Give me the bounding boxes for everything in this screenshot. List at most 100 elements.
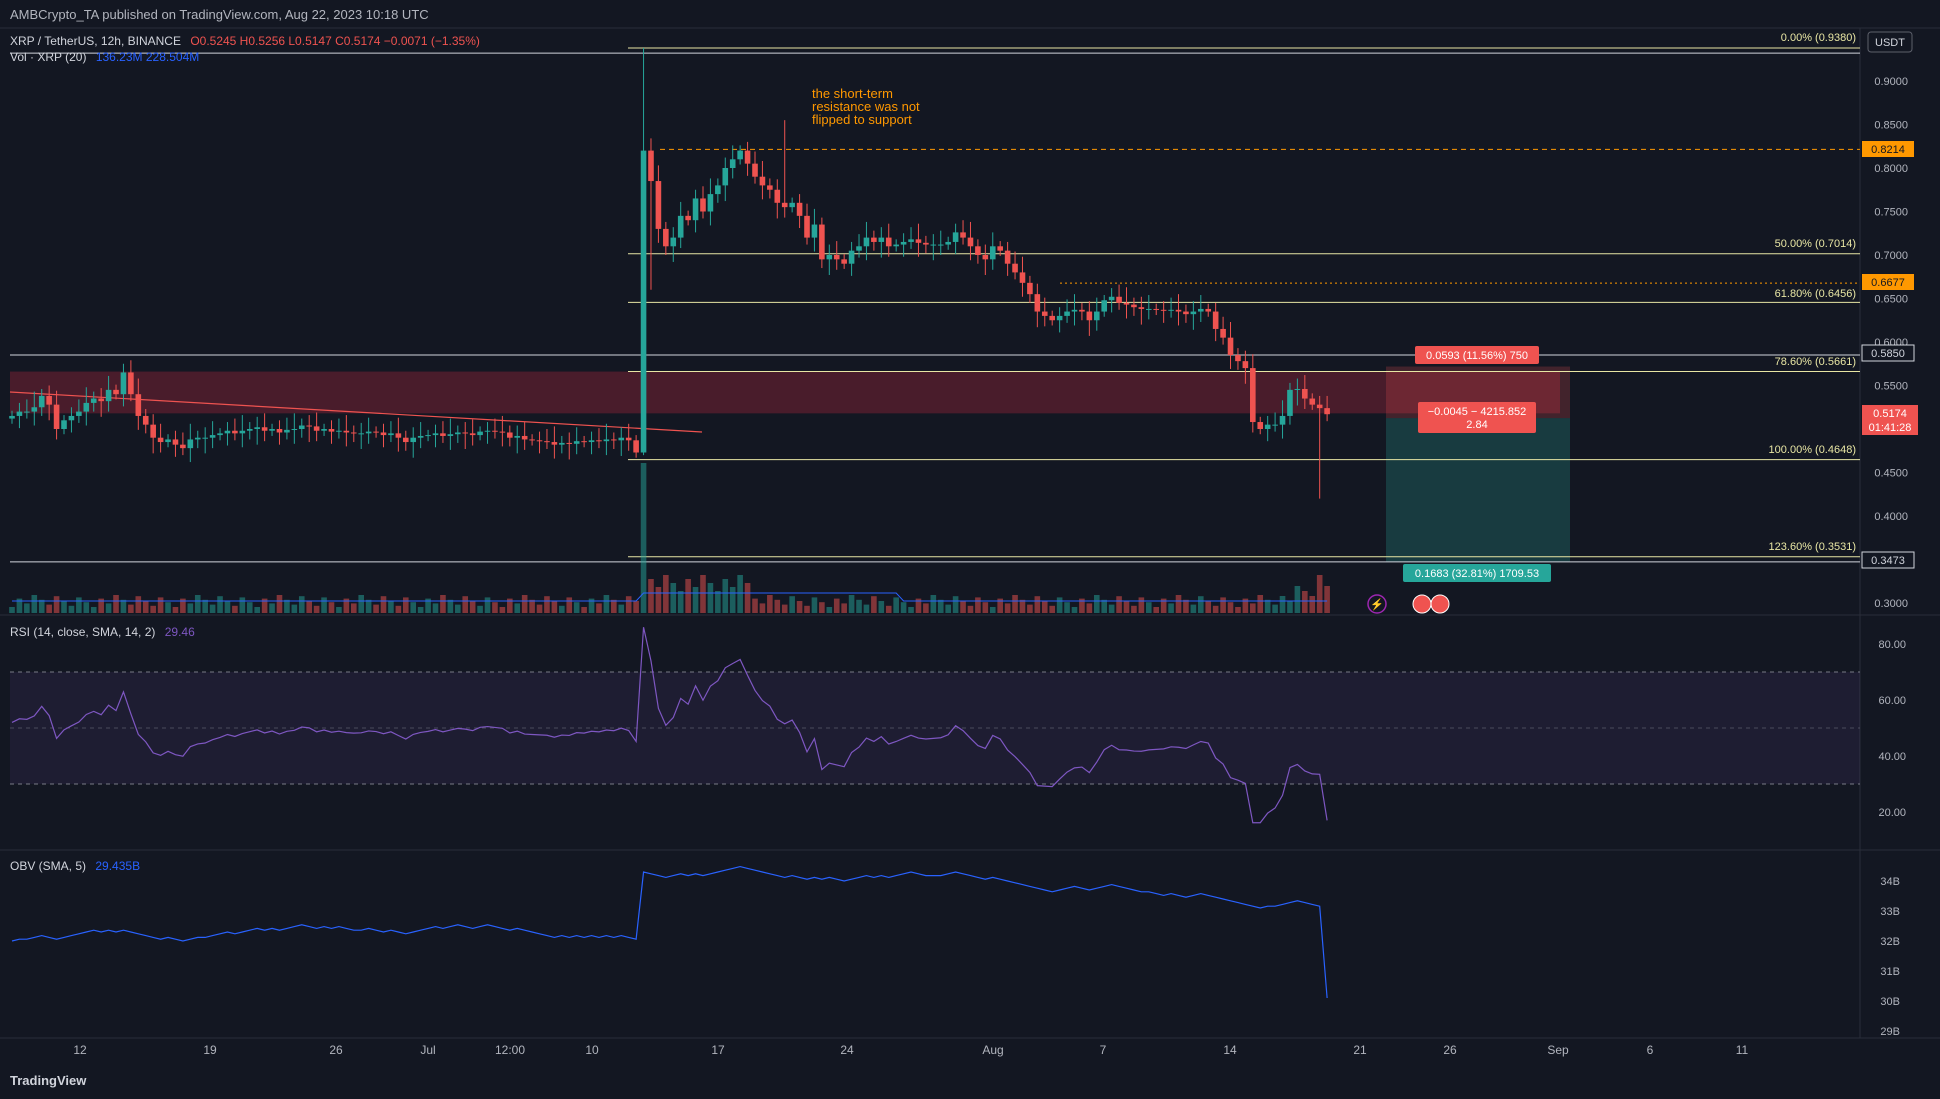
volume-bar-155	[1160, 598, 1167, 613]
volume-bar-31	[239, 597, 246, 613]
obv-tick-1: 33B	[1880, 906, 1900, 918]
volume-bar-175	[1309, 596, 1316, 613]
volume-bar-21	[165, 602, 171, 613]
candle-body-96	[722, 168, 729, 186]
volume-bar-163	[1220, 597, 1226, 613]
rsi-legend[interactable]: RSI (14, close, SMA, 14, 2) 29.46	[10, 625, 195, 639]
tradingview-logo[interactable]: TradingView	[10, 1073, 87, 1088]
trading-chart[interactable]: the short-term resistance was not flippe…	[0, 0, 1940, 1066]
candle-body-72	[544, 441, 550, 443]
volume-bar-17	[135, 596, 142, 613]
candle-body-108	[811, 224, 818, 238]
rsi-tick-3: 20.00	[1878, 807, 1906, 819]
volume-bar-45	[343, 598, 350, 613]
volume-bar-176	[1316, 575, 1323, 613]
candle-body-176	[1316, 404, 1323, 409]
target-zone[interactable]	[1386, 418, 1570, 562]
volume-bar-121	[908, 607, 914, 613]
volume-bar-98	[737, 575, 743, 613]
volume-bar-161	[1205, 601, 1212, 613]
candle-body-177	[1324, 408, 1330, 415]
candle-body-132	[989, 246, 996, 260]
candle-body-62	[469, 433, 476, 436]
volume-bar-145	[1086, 603, 1093, 613]
price-tick-2: 0.8000	[1874, 163, 1908, 175]
candle-body-126	[945, 241, 951, 245]
volume-bar-169	[1264, 599, 1271, 613]
volume-bar-144	[1079, 598, 1085, 613]
volume-bar-0	[9, 607, 15, 613]
price-tick-0: 0.9000	[1874, 76, 1908, 88]
symbol-legend[interactable]: XRP / TetherUS, 12h, BINANCE O0.5245 H0.…	[10, 34, 480, 48]
volume-ma-line	[12, 592, 1328, 602]
candle-body-140	[1049, 315, 1055, 321]
candle-body-21	[165, 439, 171, 443]
horizontal-lines[interactable]	[10, 52, 1860, 563]
candle-body-142	[1064, 311, 1070, 316]
volume-bar-66	[499, 607, 506, 613]
volume-bar-86	[648, 579, 654, 613]
candle-body-160	[1198, 308, 1204, 312]
candle-body-49	[373, 431, 379, 433]
lightning-event-icon[interactable]	[1367, 594, 1387, 614]
candle-body-84	[633, 440, 639, 453]
volume-bar-152	[1138, 597, 1145, 613]
price-badge-8214	[1862, 141, 1914, 157]
obv-legend[interactable]: OBV (SMA, 5) 29.435B	[10, 859, 140, 873]
candle-body-70	[529, 439, 535, 441]
volume-bar-134	[1004, 603, 1011, 613]
candle-body-80	[603, 439, 610, 442]
lightning-glyph: ⚡	[1370, 598, 1384, 611]
volume-bar-114	[856, 599, 862, 613]
rsi-tick-1: 60.00	[1878, 695, 1906, 707]
candle-body-114	[856, 246, 862, 251]
candle-body-53	[402, 437, 409, 443]
bar-timer-text: 01:41:28	[1869, 422, 1912, 434]
candle-body-15	[120, 372, 127, 395]
candle-body-25	[194, 437, 201, 440]
volume-bar-117	[878, 601, 885, 613]
us-flag-event-icon-2[interactable]	[1430, 594, 1450, 614]
price-tick-10: 0.4000	[1874, 511, 1908, 523]
fibonacci-retracement[interactable]	[628, 47, 1860, 558]
currency-badge[interactable]	[1867, 31, 1913, 53]
fib-label-618: 61.80% (0.6456)	[1775, 288, 1856, 300]
candle-body-63	[477, 431, 483, 436]
volume-bar-73	[551, 601, 558, 613]
volume-bar-156	[1168, 603, 1174, 613]
rsi-axis: 80.00 60.00 40.00 20.00	[1878, 639, 1906, 819]
volume-bar-106	[796, 601, 803, 613]
volume-bar-76	[573, 602, 580, 613]
candle-body-51	[388, 433, 394, 436]
price-badge-6677-text: 0.6677	[1871, 277, 1905, 289]
volume-bar-72	[544, 596, 550, 613]
price-tick-3: 0.7500	[1874, 207, 1908, 219]
candle-body-10	[83, 402, 90, 412]
volume-bar-81	[611, 599, 617, 613]
candle-body-173	[1294, 388, 1301, 390]
candle-body-149	[1116, 296, 1122, 303]
candle-body-87	[655, 181, 662, 229]
volume-bar-177	[1324, 586, 1330, 613]
candle-body-3	[31, 407, 38, 412]
candle-body-14	[113, 389, 119, 395]
volume-bar-36	[276, 595, 283, 613]
volume-bar-71	[536, 604, 543, 613]
candle-body-89	[670, 237, 677, 247]
candle-body-106	[796, 202, 803, 216]
candle-body-22	[172, 439, 179, 445]
volume-bar-96	[722, 579, 729, 613]
time-axis[interactable]: 12 19 26 Jul 12:00 10 17 24 Aug 7 14 21 26 Sep 6 11	[73, 1043, 1748, 1057]
volume-bar-14	[113, 595, 119, 613]
volume-legend[interactable]: Vol · XRP (20) 136.23M 228.504M	[10, 50, 199, 64]
volume-bar-89	[670, 583, 677, 613]
descending-trendline[interactable]	[9, 391, 703, 433]
obv-axis: 34B 33B 32B 31B 30B 29B	[1880, 876, 1900, 1038]
candle-body-33	[254, 427, 260, 429]
entry-label-2: 2.84	[1466, 419, 1487, 431]
volume-bar-78	[588, 598, 595, 613]
volume-bar-91	[685, 579, 691, 613]
candle-body-150	[1123, 302, 1130, 305]
candle-body-46	[350, 432, 357, 434]
us-flag-event-icon[interactable]	[1412, 594, 1432, 614]
